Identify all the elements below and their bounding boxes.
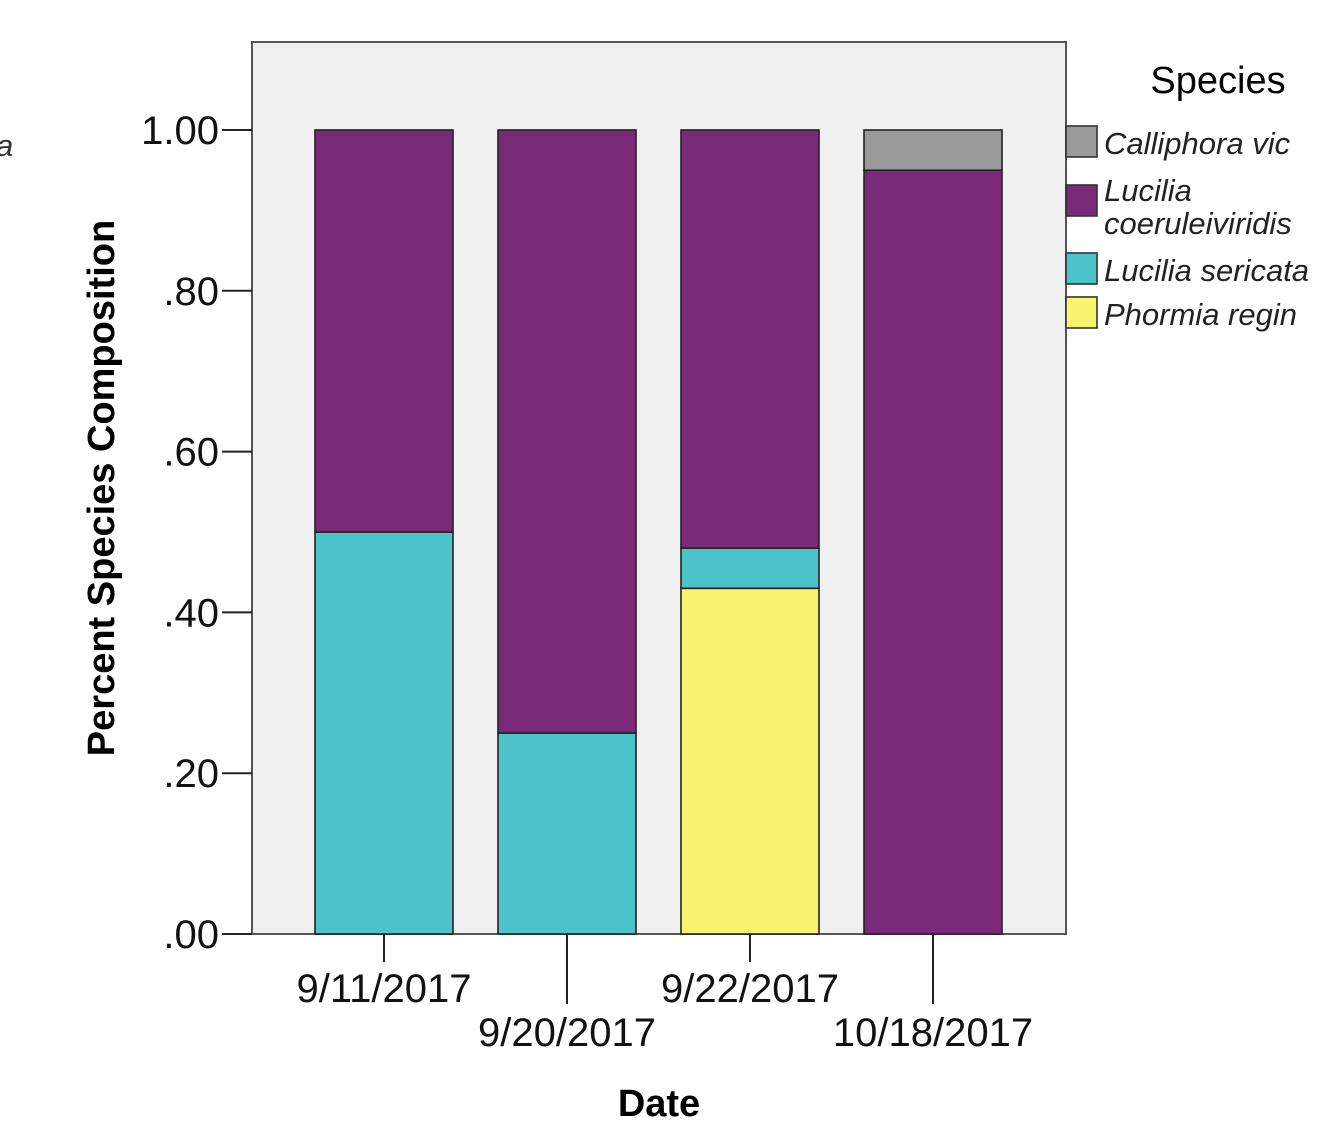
- legend-label-calliphora: Calliphora vic: [1104, 126, 1291, 161]
- bars-group: [314, 129, 1003, 935]
- x-axis-title: Date: [618, 1083, 700, 1123]
- bar-segment-calliphora-4: [863, 129, 1003, 172]
- x-tick-label: 9/22/2017: [661, 967, 839, 1011]
- bar-segment-lucilia_ser-1: [314, 531, 454, 935]
- bar-segment-lucilia_ser-3: [680, 547, 820, 590]
- y-tick-label: 1.00: [141, 109, 219, 153]
- bar-segment-phormia-3: [680, 587, 820, 935]
- bar-segment-lucilia_coer-1: [314, 129, 454, 533]
- x-tick-label: 9/11/2017: [297, 967, 472, 1011]
- y-tick-label: .80: [163, 270, 219, 314]
- y-tick-label: .00: [163, 913, 219, 957]
- legend: Species Calliphora vic Luciliacoeruleivir…: [1065, 60, 1309, 332]
- legend-swatch-lucilia_coer: [1065, 184, 1098, 217]
- legend-label-phormia: Phormia regin: [1104, 297, 1297, 332]
- bar-segment-lucilia_coer-4: [863, 169, 1003, 935]
- legend-label-lucilia_coer: coeruleiviridis: [1104, 206, 1292, 241]
- legend-swatch-calliphora: [1065, 125, 1098, 158]
- y-tick-label: .20: [163, 752, 219, 796]
- legend-label-lucilia_coer: Lucilia: [1104, 173, 1192, 208]
- y-tick-label: .40: [163, 591, 219, 635]
- legend-swatch-lucilia_ser: [1065, 252, 1098, 285]
- bar-segment-lucilia_coer-3: [680, 129, 820, 549]
- cropped-legend-fragment: a: [0, 128, 13, 163]
- legend-swatch-phormia: [1065, 296, 1098, 329]
- legend-title: Species: [1150, 60, 1285, 102]
- x-tick-label: 10/18/2017: [833, 1011, 1033, 1055]
- y-tick-label: .60: [163, 431, 219, 475]
- x-tick-label: 9/20/2017: [478, 1011, 656, 1055]
- bar-segment-lucilia_coer-2: [497, 129, 637, 734]
- bar-segment-lucilia_ser-2: [497, 732, 637, 935]
- legend-label-lucilia_ser: Lucilia sericata: [1104, 253, 1309, 288]
- y-axis: .00 .20 .40 .60 .80 1.00: [141, 109, 252, 957]
- y-axis-title: Percent Species Composition: [81, 220, 123, 756]
